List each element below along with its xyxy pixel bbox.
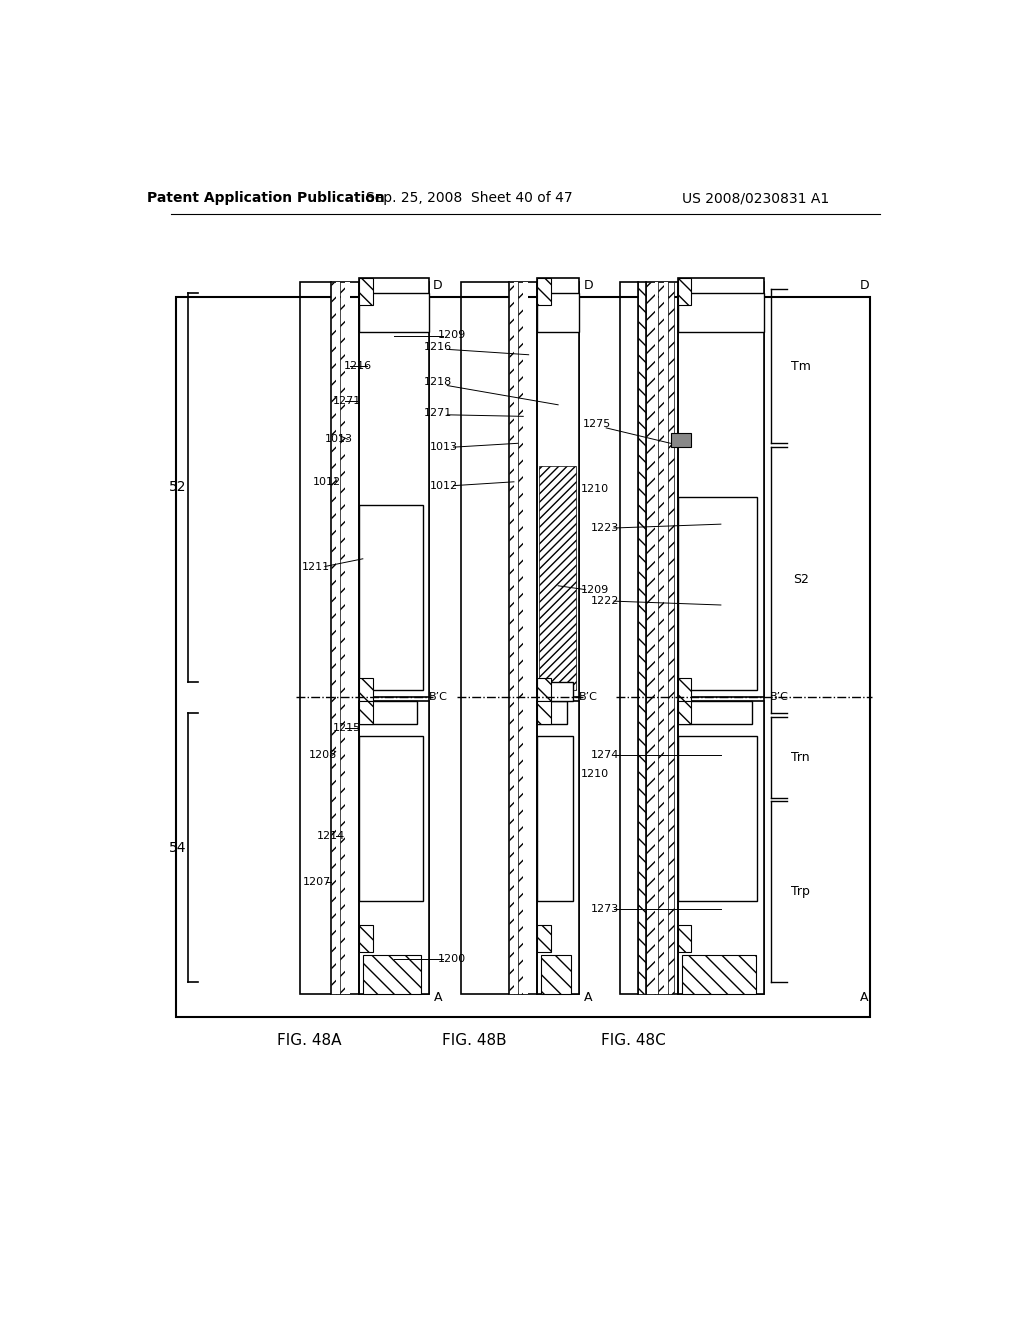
Bar xyxy=(678,701,752,725)
Text: 1273: 1273 xyxy=(591,904,618,915)
Bar xyxy=(300,281,429,994)
Bar xyxy=(658,281,665,994)
Text: 54: 54 xyxy=(169,841,186,854)
Bar xyxy=(678,277,690,305)
Bar xyxy=(362,956,421,994)
Text: FIG. 48C: FIG. 48C xyxy=(601,1032,666,1048)
Text: 1215: 1215 xyxy=(333,723,360,733)
Text: Tm: Tm xyxy=(791,360,811,372)
Bar xyxy=(509,281,514,994)
Bar xyxy=(359,737,423,902)
Bar xyxy=(678,293,764,331)
Bar xyxy=(678,498,758,689)
Bar xyxy=(678,701,764,994)
Text: 1200: 1200 xyxy=(438,954,466,964)
Text: Trp: Trp xyxy=(792,886,810,899)
Bar xyxy=(538,682,572,701)
Text: A: A xyxy=(434,991,442,1005)
Text: 1271: 1271 xyxy=(333,396,360,407)
Text: FIG. 48A: FIG. 48A xyxy=(276,1032,341,1048)
Bar xyxy=(359,678,373,701)
Text: 1209: 1209 xyxy=(581,585,608,594)
Bar xyxy=(538,701,579,994)
Text: 1214: 1214 xyxy=(316,832,345,841)
Bar xyxy=(359,277,429,697)
Text: S2: S2 xyxy=(793,573,809,586)
Bar xyxy=(682,956,756,994)
Bar xyxy=(514,281,518,994)
Text: 1209: 1209 xyxy=(438,330,466,341)
Bar xyxy=(669,281,675,994)
Text: FIG. 48B: FIG. 48B xyxy=(442,1032,507,1048)
Text: B’C: B’C xyxy=(770,693,788,702)
Bar xyxy=(359,506,423,689)
Bar xyxy=(538,701,551,725)
Text: 1275: 1275 xyxy=(583,418,611,429)
Text: 1208: 1208 xyxy=(309,750,338,760)
Bar xyxy=(340,281,345,994)
Bar xyxy=(538,678,551,701)
Bar xyxy=(655,281,658,994)
Bar xyxy=(665,281,669,994)
Text: 1210: 1210 xyxy=(581,770,608,779)
Text: 52: 52 xyxy=(169,480,186,494)
Text: 1218: 1218 xyxy=(424,376,453,387)
Text: Patent Application Publication: Patent Application Publication xyxy=(147,191,385,206)
Bar xyxy=(678,701,690,725)
Text: 1012: 1012 xyxy=(430,480,459,491)
Bar xyxy=(359,293,429,331)
Text: D: D xyxy=(859,279,869,292)
Text: 1207: 1207 xyxy=(303,878,331,887)
Bar xyxy=(678,737,758,902)
Bar xyxy=(671,433,690,447)
Text: 1210: 1210 xyxy=(581,484,608,495)
Bar xyxy=(538,924,551,952)
Bar xyxy=(359,277,373,305)
Bar xyxy=(538,737,572,902)
Text: A: A xyxy=(584,991,593,1005)
Text: 1012: 1012 xyxy=(313,477,341,487)
Text: D: D xyxy=(433,279,442,292)
Text: Trn: Trn xyxy=(792,751,810,763)
Text: 1274: 1274 xyxy=(591,750,618,760)
Text: 1013: 1013 xyxy=(430,442,458,453)
Bar xyxy=(331,281,336,994)
Bar xyxy=(461,281,579,994)
Bar xyxy=(638,281,647,994)
Text: A: A xyxy=(860,991,868,1005)
Text: 1211: 1211 xyxy=(301,561,330,572)
Text: 1013: 1013 xyxy=(325,434,353,445)
Bar xyxy=(678,678,690,701)
Text: 1223: 1223 xyxy=(591,523,618,533)
Text: B’C: B’C xyxy=(579,693,598,702)
Text: 1216: 1216 xyxy=(424,342,452,352)
Text: 1271: 1271 xyxy=(424,408,453,417)
Bar xyxy=(523,281,528,994)
Bar xyxy=(518,281,523,994)
Text: 1222: 1222 xyxy=(591,597,618,606)
Text: 1216: 1216 xyxy=(344,362,373,371)
Bar xyxy=(538,277,551,305)
Bar xyxy=(359,701,417,725)
Bar xyxy=(678,277,764,697)
Bar xyxy=(345,281,349,994)
Bar xyxy=(359,701,373,725)
Bar xyxy=(359,701,429,994)
Bar xyxy=(646,281,655,994)
Bar xyxy=(336,281,340,994)
Text: US 2008/0230831 A1: US 2008/0230831 A1 xyxy=(682,191,829,206)
Bar xyxy=(541,956,571,994)
Bar xyxy=(359,924,373,952)
Bar xyxy=(538,277,579,697)
Bar xyxy=(538,701,567,725)
Bar xyxy=(678,924,690,952)
Bar xyxy=(176,297,869,1016)
Text: B’C: B’C xyxy=(429,693,447,702)
Bar xyxy=(621,281,764,994)
Bar xyxy=(538,293,579,331)
Text: D: D xyxy=(584,279,593,292)
Text: Sep. 25, 2008  Sheet 40 of 47: Sep. 25, 2008 Sheet 40 of 47 xyxy=(366,191,572,206)
Bar xyxy=(539,466,575,689)
